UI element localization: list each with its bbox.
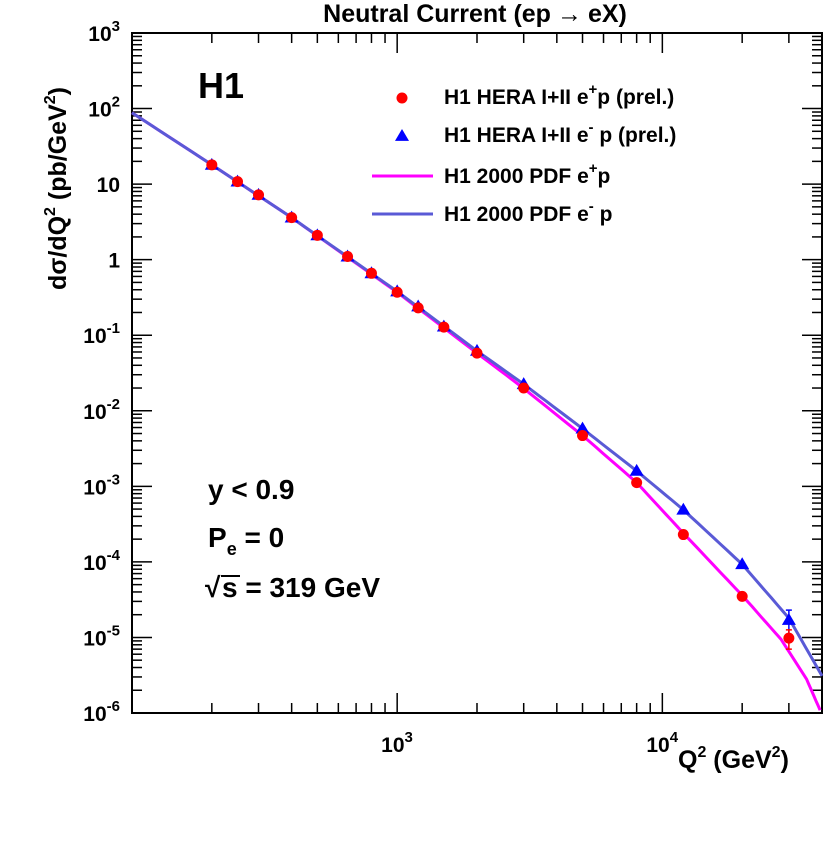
data-point-eplus — [311, 229, 323, 241]
annotation-sqrt-s: √ s = 319 GeV — [205, 572, 380, 603]
data-point-eminus — [575, 421, 590, 434]
y-tick-label: 10-6 — [83, 698, 120, 726]
y-tick-label: 103 — [88, 18, 120, 46]
legend-label: H1 HERA I+II e+p (prel.) — [444, 81, 674, 109]
data-point-eplus — [577, 430, 589, 442]
x-tick-label: 104 — [646, 729, 678, 757]
legend-marker-triangle — [395, 129, 409, 141]
data-point-eplus — [736, 590, 748, 602]
legend-entry: H1 2000 PDF e+p — [372, 160, 610, 188]
curve-pdf-eminus — [131, 111, 824, 677]
x-tick-label: 103 — [381, 729, 413, 757]
experiment-label: H1 — [198, 65, 244, 106]
data-point-eplus — [677, 529, 689, 541]
legend-entry: H1 HERA I+II e- p (prel.) — [395, 119, 676, 147]
legend-label: H1 2000 PDF e+p — [444, 160, 610, 188]
y-tick-label: 1 — [108, 250, 120, 273]
y-tick-label: 10-4 — [83, 547, 120, 575]
annotation-y-cut: y < 0.9 — [208, 474, 294, 505]
data-point-eplus — [471, 347, 483, 359]
data-point-eplus — [286, 212, 298, 224]
data-point-eplus — [391, 286, 403, 298]
y-tick-label: 10-3 — [83, 471, 120, 499]
data-point-eplus — [206, 159, 218, 171]
data-point-eplus — [631, 477, 643, 489]
x-tick-labels: 103 104 — [381, 729, 679, 757]
data-point-eminus — [735, 557, 750, 570]
data-point-eplus — [438, 321, 450, 333]
x-axis-label: Q2 (GeV2) — [678, 744, 789, 774]
data-point-eplus — [232, 176, 244, 188]
data-point-eplus — [342, 251, 354, 263]
annotation-polarisation: Pe = 0 — [208, 522, 284, 559]
legend-entry: H1 2000 PDF e- p — [372, 198, 612, 226]
data-point-eplus — [518, 382, 530, 394]
legend: H1 HERA I+II e+p (prel.) H1 HERA I+II e- … — [372, 81, 676, 226]
y-tick-label: 10-5 — [83, 622, 120, 650]
chart-title: Neutral Current (ep → eX) — [323, 0, 627, 28]
data-point-eplus — [253, 189, 265, 201]
data-point-eplus — [365, 267, 377, 279]
data-point-eminus — [629, 463, 644, 476]
y-tick-label: 10 — [97, 174, 120, 197]
ticks-layer — [131, 33, 823, 714]
sqrt-symbol: √ — [205, 572, 221, 603]
y-tick-label: 10-1 — [83, 320, 120, 348]
legend-label: H1 2000 PDF e- p — [444, 198, 612, 226]
data-point-eminus — [676, 502, 691, 515]
data-point-eplus — [412, 302, 424, 314]
data-point-eplus — [783, 632, 795, 644]
data-point-eminus — [781, 613, 796, 625]
sqrt-value: s = 319 GeV — [222, 572, 380, 603]
y-tick-label: 102 — [88, 94, 120, 122]
legend-marker-circle — [396, 92, 408, 104]
data-points — [204, 157, 796, 650]
y-axis-label: dσ/dQ2 (pb/GeV2) — [42, 87, 72, 290]
legend-entry: H1 HERA I+II e+p (prel.) — [396, 81, 674, 109]
y-tick-label: 10-2 — [83, 396, 120, 424]
legend-label: H1 HERA I+II e- p (prel.) — [444, 119, 676, 147]
